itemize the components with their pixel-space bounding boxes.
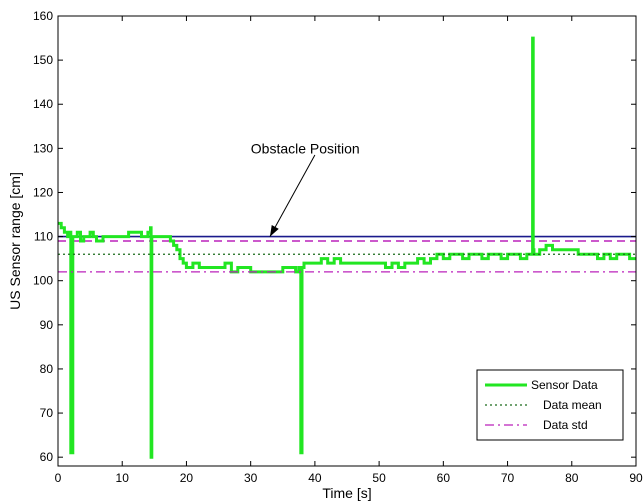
y-tick-label: 160 — [33, 9, 53, 23]
annotation-arrow-head — [269, 225, 279, 237]
x-tick-label: 40 — [308, 471, 322, 485]
y-axis-title: US Sensor range [cm] — [7, 172, 23, 310]
annotation-arrow-line — [269, 154, 316, 237]
y-tick-label: 90 — [40, 318, 54, 332]
x-tick-label: 80 — [565, 471, 579, 485]
legend-label-data-std: Data std — [543, 418, 588, 432]
legend-label-data-mean: Data mean — [543, 398, 602, 412]
y-tick-label: 80 — [40, 362, 54, 376]
annotation-label: Obstacle Position — [251, 140, 360, 156]
x-tick-label: 50 — [372, 471, 386, 485]
legend: Sensor Data Data mean Data std — [476, 369, 624, 441]
series-line-sensor-data — [58, 36, 636, 459]
plot-frame — [57, 15, 637, 467]
x-tick-label: 60 — [437, 471, 451, 485]
x-tick-label: 90 — [629, 471, 643, 485]
x-axis-title: Time [s] — [322, 485, 371, 501]
x-tick-label: 10 — [116, 471, 130, 485]
x-tick-label: 70 — [501, 471, 515, 485]
x-tick-label: 0 — [55, 471, 62, 485]
x-tick-label: 30 — [244, 471, 258, 485]
y-tick-label: 70 — [40, 406, 54, 420]
legend-label-sensor-data: Sensor Data — [531, 378, 598, 392]
y-tick-label: 120 — [33, 185, 53, 199]
x-tick-label: 20 — [180, 471, 194, 485]
y-tick-label: 140 — [33, 97, 53, 111]
y-tick-label: 100 — [33, 274, 53, 288]
y-tick-label: 150 — [33, 53, 53, 67]
y-tick-label: 110 — [34, 230, 53, 244]
y-tick-label: 60 — [40, 450, 54, 464]
y-tick-label: 130 — [33, 141, 53, 155]
